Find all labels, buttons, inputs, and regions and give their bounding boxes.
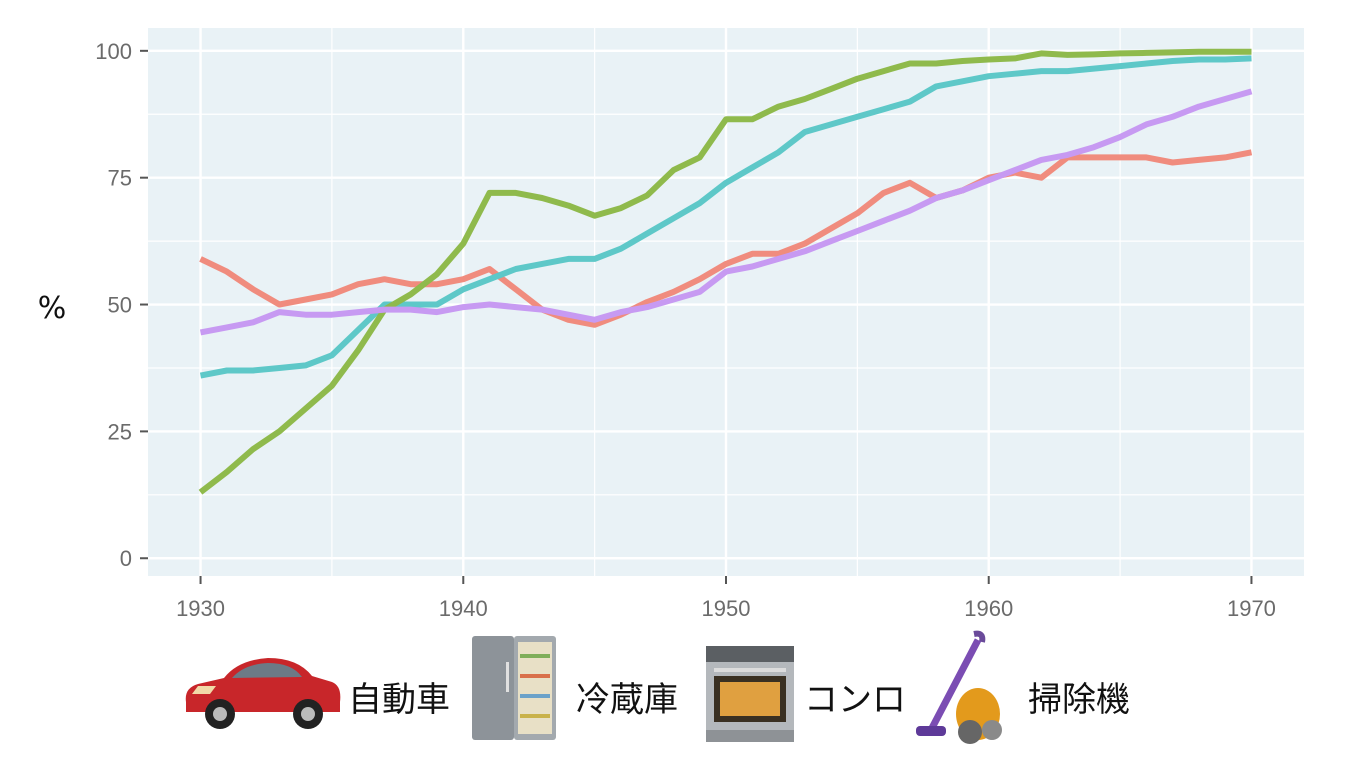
legend-label-vacuum: 掃除機 (1028, 672, 1130, 721)
x-tick-label: 1960 (964, 596, 1013, 621)
x-tick-label: 1970 (1227, 596, 1276, 621)
x-tick-label: 1930 (176, 596, 225, 621)
y-tick-label: 25 (108, 419, 132, 444)
line-chart: 0 25 50 75 100 1930 1940 1950 1960 1970 % (0, 0, 1353, 630)
y-tick-label: 0 (120, 546, 132, 571)
legend-item-refrigerator: 冷蔵庫 (468, 626, 708, 756)
x-axis: 1930 1940 1950 1960 1970 (176, 576, 1276, 621)
x-tick-label: 1940 (439, 596, 488, 621)
x-tick-label: 1950 (702, 596, 751, 621)
legend-label-car: 自動車 (348, 672, 450, 721)
legend-item-stove: コンロ (704, 626, 924, 756)
y-axis: 0 25 50 75 100 (95, 39, 148, 571)
stove-icon (704, 640, 796, 750)
y-axis-label: % (38, 291, 67, 326)
car-icon (176, 630, 346, 740)
y-tick-label: 100 (95, 39, 132, 64)
legend-item-car: 自動車 (168, 626, 468, 756)
y-tick-label: 50 (108, 293, 132, 318)
vacuum-icon (912, 628, 1012, 746)
legend-item-vacuum: 掃除機 (912, 626, 1168, 756)
y-tick-label: 75 (108, 166, 132, 191)
legend-label-refrigerator: 冷蔵庫 (576, 672, 678, 721)
refrigerator-icon (468, 634, 560, 744)
legend: 自動車 冷蔵庫 コンロ 掃除 (168, 626, 1168, 756)
legend-label-stove: コンロ (804, 672, 906, 721)
